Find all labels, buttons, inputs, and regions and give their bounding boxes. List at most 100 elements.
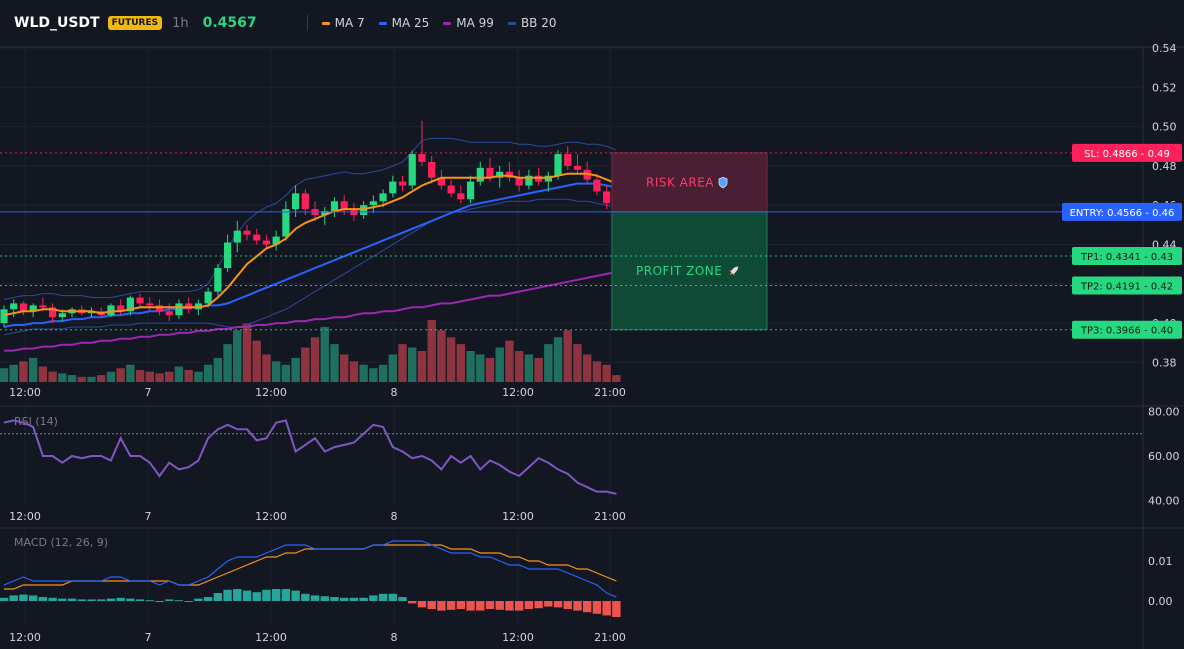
- macd-histogram-bar: [612, 601, 621, 617]
- macd-histogram-bar: [87, 599, 96, 601]
- macd-histogram-bar: [116, 597, 125, 601]
- macd-histogram-bar: [184, 601, 193, 602]
- bb-lower-line: [3, 198, 617, 336]
- candle-body: [107, 305, 115, 316]
- legend-ma99[interactable]: MA 99: [443, 16, 494, 30]
- volume-bar: [106, 371, 116, 382]
- volume-bar: [359, 364, 368, 382]
- macd-histogram: [0, 589, 621, 617]
- macd-histogram-bar: [408, 601, 417, 604]
- time-axis-label-rsi: 12:00: [255, 510, 287, 523]
- candle-body: [165, 311, 173, 316]
- candle-body: [340, 201, 348, 210]
- macd-histogram-bar: [310, 595, 320, 601]
- volume-bar: [194, 371, 203, 382]
- candle-body: [0, 309, 8, 324]
- macd-histogram-bar: [194, 598, 203, 601]
- rocket-fins: [728, 270, 735, 277]
- legend-bb20[interactable]: BB 20: [507, 16, 557, 30]
- macd-histogram-bar: [505, 601, 514, 611]
- volume-bar: [97, 375, 106, 382]
- legend-ma7[interactable]: MA 7: [321, 16, 365, 30]
- volume-bar: [476, 354, 485, 382]
- macd-histogram-bar: [320, 596, 329, 601]
- volume-bar: [417, 351, 427, 382]
- time-axis-label-macd: 21:00: [594, 631, 626, 644]
- time-axis-label-rsi: 21:00: [594, 510, 626, 523]
- macd-histogram-bar: [349, 597, 359, 601]
- candle-body: [564, 154, 572, 166]
- legend-swatch-ma25: [378, 21, 387, 25]
- time-axis-label-rsi: 12:00: [502, 510, 534, 523]
- candle-body: [39, 305, 47, 308]
- volume-bar: [592, 361, 602, 382]
- volume-bar: [155, 373, 164, 382]
- time-axis-label-macd: 12:00: [9, 631, 41, 644]
- macd-histogram-bar: [553, 601, 563, 608]
- volume-bar: [524, 354, 534, 382]
- macd-histogram-bar: [369, 595, 378, 601]
- legend-ma25[interactable]: MA 25: [378, 16, 429, 30]
- risk-area-zone: [611, 152, 768, 213]
- candle-body: [476, 167, 484, 182]
- macd-histogram-bar: [340, 597, 349, 601]
- legend-swatch-ma7: [321, 21, 330, 25]
- candle-body: [292, 193, 300, 210]
- ma7-line: [3, 172, 617, 317]
- volume-bar: [28, 357, 38, 382]
- macd-histogram-bar: [514, 601, 524, 611]
- volume-bar: [612, 375, 621, 382]
- volume-bar: [0, 368, 9, 382]
- volume-bar: [87, 376, 96, 382]
- profit-zone: [611, 211, 768, 331]
- candle-body: [330, 201, 339, 212]
- candle-body: [593, 179, 601, 192]
- stop-loss-tag: [1072, 143, 1182, 162]
- candle-body: [515, 177, 523, 186]
- volume-bar: [563, 330, 572, 382]
- macd-histogram-bar: [126, 598, 135, 601]
- candle-body: [58, 313, 66, 318]
- macd-line: [3, 540, 617, 598]
- time-axis-label-rsi: 12:00: [9, 510, 41, 523]
- time-axis-label-macd: 12:00: [502, 631, 534, 644]
- symbol-name[interactable]: WLD_USDT: [14, 15, 100, 31]
- take-profit-2-tag-label: TP2: 0.4191 - 0.42: [1080, 282, 1173, 293]
- volume-bar: [514, 351, 524, 382]
- time-axis-label-price: 8: [391, 386, 398, 399]
- entry-tag-label: ENTRY: 0.4566 - 0.46: [1070, 208, 1175, 219]
- volume-bar: [165, 371, 174, 382]
- candle-body: [447, 185, 455, 194]
- price-axis-tick-label: 0.50: [1152, 121, 1177, 134]
- timeframe-label[interactable]: 1h: [172, 15, 189, 31]
- volume-bar: [58, 373, 67, 382]
- macd-histogram-bar: [165, 599, 174, 601]
- stop-loss-tag-label: SL: 0.4866 - 0.49: [1084, 149, 1170, 160]
- macd-histogram-bar: [495, 601, 504, 610]
- macd-histogram-bar: [417, 601, 427, 608]
- candle-body: [573, 165, 582, 170]
- volume-bar: [369, 368, 378, 382]
- price-axis-tick-label: 0.48: [1152, 160, 1177, 173]
- candle-body: [554, 154, 562, 176]
- volume-bar: [242, 323, 252, 382]
- macd-histogram-bar: [48, 597, 57, 601]
- macd-signal-line: [4, 544, 617, 590]
- volume-bar: [427, 320, 436, 382]
- volume-bar: [281, 364, 291, 382]
- macd-histogram-bar: [291, 590, 300, 601]
- volume-bar: [437, 330, 446, 382]
- macd-histogram-bar: [398, 597, 407, 601]
- volume-bar: [544, 344, 553, 382]
- entry-tag: [1062, 202, 1182, 221]
- time-axis-label-macd: 12:00: [255, 631, 287, 644]
- risk-area-label: RISK AREA: [646, 175, 714, 189]
- candle-body: [418, 154, 426, 162]
- volume-bar: [534, 357, 543, 382]
- macd-histogram-bar: [524, 601, 534, 609]
- candle-body: [408, 154, 416, 186]
- macd-histogram-bar: [233, 589, 242, 601]
- macd-histogram-bar: [174, 600, 184, 602]
- macd-histogram-bar: [97, 599, 106, 601]
